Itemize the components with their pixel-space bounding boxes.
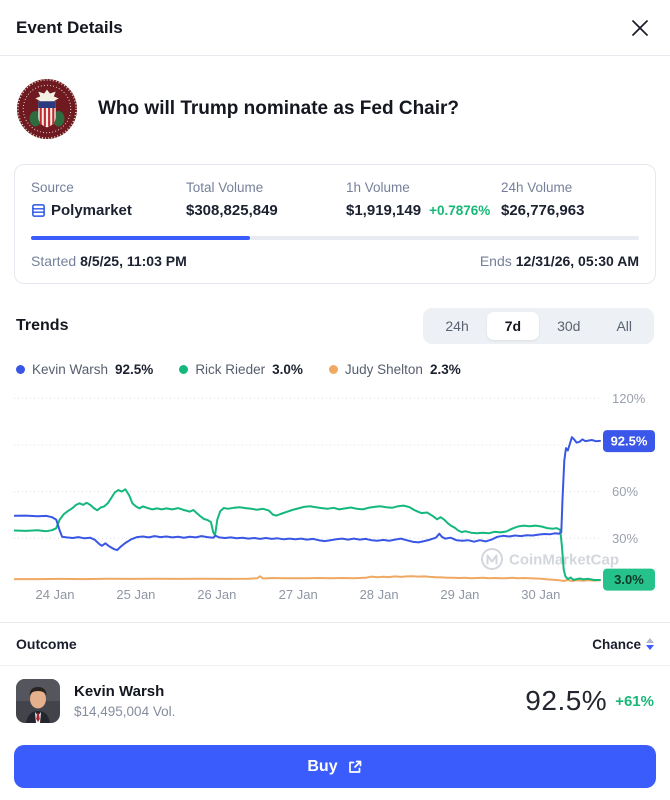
tab-30d[interactable]: 30d (539, 312, 598, 340)
ends-date: Ends 12/31/26, 05:30 AM (479, 253, 639, 269)
svg-text:28 Jan: 28 Jan (360, 587, 399, 602)
svg-text:3.0%: 3.0% (614, 572, 644, 587)
svg-text:25 Jan: 25 Jan (116, 587, 155, 602)
tab-7d[interactable]: 7d (486, 312, 540, 340)
modal-header: Event Details (0, 0, 670, 56)
svg-text:29 Jan: 29 Jan (440, 587, 479, 602)
buy-button[interactable]: Buy (14, 745, 656, 788)
legend-dot-blue-icon (16, 365, 25, 374)
outcome-name: Kevin Warsh (74, 683, 165, 700)
svg-text:24 Jan: 24 Jan (35, 587, 74, 602)
modal-title: Event Details (16, 17, 123, 37)
total-volume-label: Total Volume (186, 180, 264, 195)
legend-item-judy-shelton: Judy Shelton 2.3% (328, 362, 461, 377)
svg-text:60%: 60% (612, 484, 638, 499)
svg-text:27 Jan: 27 Jan (279, 587, 318, 602)
legend-dot-orange-icon (328, 365, 338, 374)
trend-chart-svg: 120% 60% 30% 24 Jan 25 Jan 26 Jan 27 Jan 28 Jan… (13, 391, 655, 602)
1h-volume-label: 1h Volume (346, 180, 410, 195)
chart-legend: Kevin Warsh 92.5% Rick Rieder 3.0% Judy … (16, 362, 654, 377)
outcome-row-kevin-warsh[interactable]: Kevin Warsh $14,495,004 Vol. 92.5% +61% (0, 666, 670, 733)
outcome-chance-change: +61% (615, 692, 654, 710)
legend-dot-green-icon (179, 365, 189, 374)
stats-labels-row: Source Total Volume 1h Volume 24h Volume (31, 180, 639, 195)
close-icon (632, 19, 648, 36)
svg-text:30 Jan: 30 Jan (521, 587, 560, 602)
total-volume-value: $308,825,849 (186, 202, 278, 219)
trends-header-row: Trends 24h 7d 30d All (16, 308, 654, 344)
svg-text:92.5%: 92.5% (611, 434, 648, 449)
outcome-chance-cell: 92.5% +61% (525, 685, 654, 717)
section-divider (0, 622, 670, 623)
event-header: Who will Trump nominate as Fed Chair? (0, 78, 670, 140)
chance-sort-button[interactable]: Chance (592, 637, 654, 652)
external-link-icon (348, 760, 361, 773)
event-dates-row: Started 8/5/25, 11:03 PM Ends 12/31/26, 05… (31, 253, 639, 269)
svg-text:26 Jan: 26 Jan (197, 587, 236, 602)
trends-title: Trends (16, 317, 69, 334)
started-date: Started 8/5/25, 11:03 PM (31, 253, 187, 269)
event-stats-card: Source Total Volume 1h Volume 24h Volume… (14, 164, 656, 284)
svg-text:120%: 120% (612, 391, 646, 406)
outcome-header-row: Outcome Chance (0, 623, 670, 666)
coinmarketcap-watermark-icon: CoinMarketCap (481, 548, 619, 570)
federal-reserve-seal-icon (16, 78, 78, 140)
time-range-tabs: 24h 7d 30d All (423, 308, 654, 344)
tab-24h[interactable]: 24h (427, 312, 486, 340)
outcome-chance-value: 92.5% (525, 685, 608, 716)
1h-volume-change: +0.7876% (429, 203, 491, 218)
source-value: Polymarket (31, 202, 186, 219)
svg-text:30%: 30% (612, 531, 638, 546)
stats-values-row: Polymarket $308,825,849 $1,919,149 +0.78… (31, 195, 639, 219)
outcome-column-header: Outcome (16, 636, 77, 652)
24h-volume-label: 24h Volume (501, 180, 573, 195)
source-label: Source (31, 180, 74, 195)
legend-item-kevin-warsh: Kevin Warsh 92.5% (16, 362, 153, 377)
polymarket-icon (32, 204, 45, 217)
24h-volume-value: $26,776,963 (501, 202, 585, 219)
trend-chart[interactable]: 120% 60% 30% 24 Jan 25 Jan 26 Jan 27 Jan 28 Jan… (13, 387, 656, 610)
close-button[interactable] (626, 14, 654, 42)
1h-volume-value: $1,919,149 +0.7876% (346, 202, 491, 219)
kevin-warsh-avatar (16, 679, 60, 723)
event-title: Who will Trump nominate as Fed Chair? (98, 98, 460, 119)
legend-item-rick-rieder: Rick Rieder 3.0% (179, 362, 303, 377)
event-progress-track (31, 236, 639, 240)
svg-text:CoinMarketCap: CoinMarketCap (509, 552, 619, 569)
tab-all[interactable]: All (598, 312, 650, 340)
outcome-meta: Kevin Warsh $14,495,004 Vol. (74, 683, 175, 719)
progress-fill (31, 236, 250, 240)
sort-arrows-icon (646, 638, 654, 650)
outcome-volume: $14,495,004 Vol. (74, 704, 176, 719)
